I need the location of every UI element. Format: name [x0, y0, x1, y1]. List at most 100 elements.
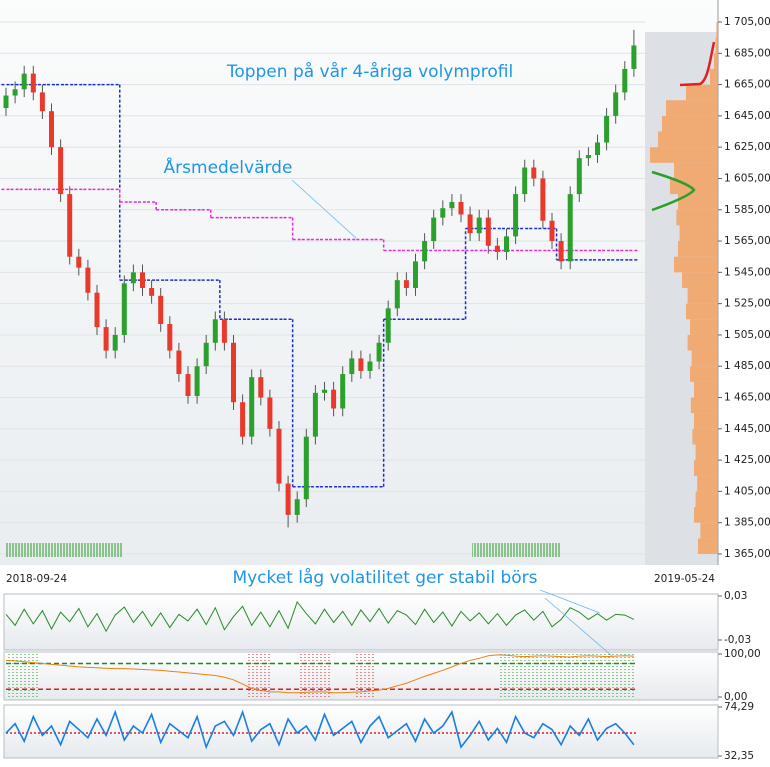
candle-body	[130, 272, 136, 284]
y-tick-label: 1 705,00	[724, 16, 770, 28]
y-tick-label: 100,00	[724, 648, 761, 660]
signal-zone	[500, 654, 636, 697]
y-tick-label: 74,29	[724, 701, 754, 713]
candle-body	[167, 323, 173, 351]
candle-body	[276, 428, 282, 484]
candle-body	[267, 397, 273, 429]
candle-body	[249, 377, 255, 437]
y-tick-label: 1 525,00	[724, 298, 770, 310]
candle-body	[585, 155, 591, 159]
volume-bar	[679, 225, 718, 242]
candle-body	[467, 214, 473, 234]
y-tick-label: 1 465,00	[724, 392, 770, 404]
candle-body	[340, 374, 346, 409]
candle-body	[431, 217, 437, 242]
candle-body	[294, 499, 300, 515]
x-label: 2018-09-24	[6, 573, 67, 585]
main-panel	[0, 0, 718, 565]
candle-body	[112, 334, 118, 351]
candle-body	[595, 142, 600, 155]
volume-bar	[676, 209, 718, 226]
y-tick-label: 1 665,00	[724, 79, 770, 91]
volume-bar	[695, 491, 718, 508]
candle-body	[576, 158, 582, 195]
volume-bar	[714, 53, 718, 69]
y-tick-label: 1 445,00	[724, 423, 770, 435]
candle-body	[158, 295, 164, 324]
mean-curve	[651, 170, 696, 212]
candle-body	[458, 201, 464, 215]
volume-bar	[687, 334, 718, 351]
candle-body	[494, 245, 500, 253]
candle-body	[622, 68, 628, 93]
candle-body	[476, 217, 482, 234]
low-volatility-marker	[472, 543, 561, 557]
candle-body	[403, 280, 409, 288]
candle-body	[440, 208, 446, 218]
volume-bar	[686, 303, 718, 320]
volume-bar	[700, 522, 718, 539]
y-tick-label: -0,03	[724, 634, 751, 646]
candle-body	[376, 342, 382, 362]
volume-bar	[690, 319, 718, 335]
annotation: Toppen på vår 4-åriga volymprofil	[226, 61, 513, 82]
candle-body	[67, 194, 73, 257]
candle-body	[604, 115, 610, 143]
candle-body	[322, 389, 327, 393]
volume-bar	[692, 428, 718, 445]
candle-body	[3, 95, 9, 109]
y-tick-label: 1 505,00	[724, 329, 770, 341]
candle-body	[12, 89, 18, 96]
candle-body	[358, 358, 364, 371]
low-volatility-marker	[5, 543, 123, 557]
y-tick-label: 1 605,00	[724, 172, 770, 184]
candle-body	[549, 220, 555, 242]
candle-body	[531, 167, 537, 179]
y-tick-label: 1 685,00	[724, 47, 770, 59]
volume-bar	[678, 241, 718, 257]
y-tick-label: 0,00	[724, 691, 747, 703]
volume-bar	[695, 444, 718, 461]
candle-body	[258, 377, 264, 398]
candle-body	[39, 92, 45, 112]
y-tick-label: 1 405,00	[724, 485, 770, 497]
candle-body	[485, 217, 491, 246]
candle-body	[513, 194, 519, 237]
x-label: 2019-05-24	[654, 573, 715, 585]
peak-curve	[679, 41, 716, 87]
candle-body	[140, 272, 145, 288]
candle-body	[103, 327, 109, 351]
candle-body	[558, 241, 564, 262]
candle-body	[522, 167, 528, 195]
volume-bar	[678, 194, 718, 210]
volume-bar	[716, 22, 718, 38]
volume-bar	[697, 475, 718, 492]
volume-bar	[694, 381, 718, 398]
candle-body	[303, 436, 309, 500]
volume-bar	[715, 37, 718, 54]
volume-bar	[682, 272, 718, 288]
candle-body	[394, 280, 400, 309]
candle-body	[385, 308, 391, 343]
y-tick-label: 1 385,00	[724, 517, 770, 529]
volume-bar	[674, 256, 718, 273]
annotation-pointer	[544, 597, 613, 657]
volume-bar	[694, 413, 718, 429]
candle-body	[149, 288, 155, 296]
candle-body	[413, 261, 418, 288]
y-tick-label: 1 425,00	[724, 454, 770, 466]
signal-zone	[248, 654, 270, 697]
candle-body	[30, 73, 36, 93]
y-tick-label: 32,35	[724, 750, 754, 762]
candle-body	[613, 92, 619, 116]
candle-body	[422, 241, 428, 262]
candle-body	[331, 389, 337, 409]
y-tick-label: 1 625,00	[724, 141, 770, 153]
candle-body	[631, 45, 637, 69]
volume-bar	[690, 366, 718, 382]
candle-body	[367, 361, 373, 371]
annotation: Årsmedelvärde	[164, 156, 293, 178]
volume-bar	[687, 288, 718, 304]
candle-body	[185, 374, 191, 396]
